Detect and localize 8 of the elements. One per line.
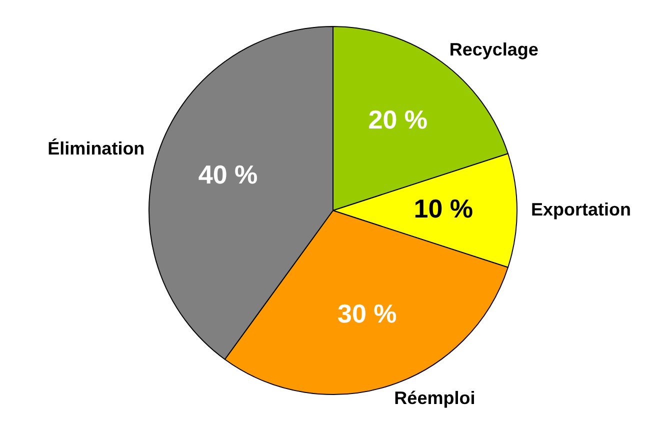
slice-label: Recyclage bbox=[449, 39, 538, 60]
slice-label: Élimination bbox=[48, 138, 145, 158]
data-label: 40 % bbox=[198, 160, 258, 190]
data-label: 10 % bbox=[414, 194, 474, 224]
slice-label: Réemploi bbox=[394, 388, 476, 408]
data-label: 30 % bbox=[337, 298, 397, 329]
slice-label: Exportation bbox=[531, 199, 632, 220]
data-label: 20 % bbox=[368, 104, 428, 134]
